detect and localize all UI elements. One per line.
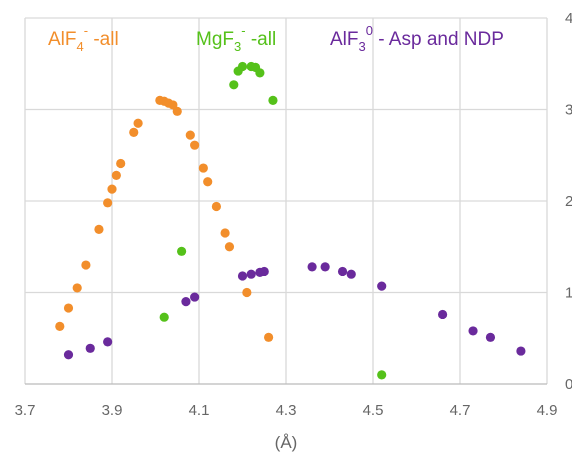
x-tick-label: 4.3: [276, 402, 297, 419]
data-point: [237, 61, 248, 72]
data-point: [129, 127, 139, 137]
data-point: [516, 346, 526, 356]
x-tick-label: 4.1: [189, 402, 210, 419]
data-point: [159, 312, 169, 322]
data-point: [224, 242, 235, 252]
x-tick-labels: 3.7 3.9 4.1 4.3 4.5 4.7 4.9: [15, 402, 558, 419]
data-point: [94, 224, 104, 234]
data-point: [229, 80, 239, 90]
y-tick-label: 1: [565, 285, 572, 302]
data-point: [237, 271, 248, 281]
x-tick-label: 4.9: [537, 402, 558, 419]
data-point: [468, 326, 478, 336]
data-point: [346, 269, 356, 279]
data-point: [259, 266, 269, 277]
data-point: [307, 262, 317, 272]
data-point: [72, 283, 82, 293]
series-label-mgf3: MgF3- -all: [196, 23, 276, 54]
data-point: [255, 68, 265, 78]
data-point: [242, 287, 252, 298]
data-point: [103, 198, 113, 208]
series-label-alf4: AlF4- -all: [48, 23, 119, 54]
data-point: [377, 281, 387, 291]
data-point: [116, 158, 126, 169]
y-tick-label: 3: [565, 102, 572, 119]
x-tick-label: 4.5: [363, 402, 384, 419]
x-axis-label: (Å): [275, 433, 298, 452]
x-tick-label: 4.7: [450, 402, 471, 419]
data-point: [172, 106, 182, 116]
data-point: [203, 177, 213, 187]
x-tick-label: 3.9: [102, 402, 123, 419]
data-point: [268, 95, 278, 105]
data-point: [181, 297, 191, 307]
data-point: [133, 118, 143, 128]
data-points: [55, 61, 526, 380]
data-point: [55, 321, 65, 331]
data-point: [190, 140, 200, 150]
data-point: [264, 332, 274, 342]
series-label-alf3: AlF30 - Asp and NDP: [330, 23, 504, 54]
data-point: [103, 337, 113, 347]
data-point: [220, 228, 230, 238]
data-point: [246, 269, 256, 279]
data-point: [177, 246, 187, 256]
y-tick-label: 4: [565, 10, 572, 27]
data-point: [198, 163, 208, 173]
data-point: [190, 292, 200, 302]
data-point: [337, 266, 348, 277]
data-point: [211, 201, 221, 212]
data-point: [185, 130, 195, 140]
x-tick-label: 3.7: [15, 402, 36, 419]
y-tick-labels: 0 1 2 3 4: [565, 10, 572, 393]
y-tick-label: 0: [565, 376, 572, 393]
grid-lines: [24, 17, 548, 385]
data-point: [320, 262, 330, 272]
data-point: [81, 260, 91, 270]
data-point: [438, 309, 448, 320]
data-point: [111, 170, 121, 180]
data-point: [63, 303, 74, 313]
data-point: [63, 350, 74, 360]
data-point: [377, 370, 387, 380]
data-point: [107, 184, 117, 194]
data-point: [85, 343, 95, 353]
data-point: [485, 332, 496, 342]
y-tick-label: 2: [565, 193, 572, 210]
